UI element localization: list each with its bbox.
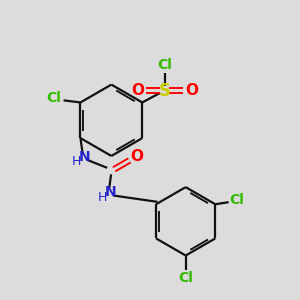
Text: O: O <box>131 83 144 98</box>
Text: N: N <box>104 185 116 199</box>
Text: H: H <box>98 191 107 204</box>
Text: Cl: Cl <box>46 91 61 105</box>
Text: S: S <box>158 82 170 100</box>
Text: Cl: Cl <box>178 272 193 285</box>
Text: O: O <box>185 83 198 98</box>
Text: Cl: Cl <box>157 58 172 72</box>
Text: H: H <box>72 155 82 168</box>
Text: N: N <box>79 149 91 164</box>
Text: O: O <box>130 149 143 164</box>
Text: Cl: Cl <box>229 193 244 207</box>
